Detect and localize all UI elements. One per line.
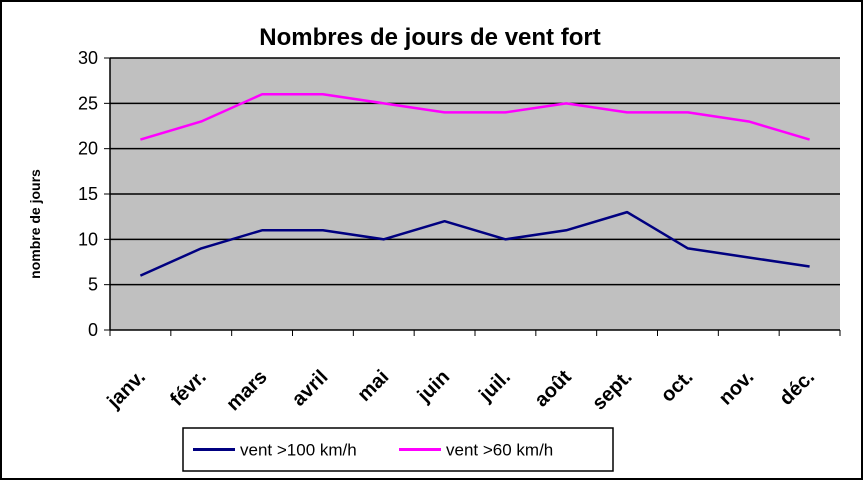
legend-label: vent >100 km/h (240, 441, 357, 460)
x-axis-ticks: janv. févr. mars avril mai juin juil. août sept.… (103, 330, 841, 415)
y-tick-label: 15 (78, 184, 98, 204)
y-tick-label: 10 (78, 229, 98, 249)
x-tick-label: juil. (474, 366, 515, 407)
x-tick-label: déc. (775, 366, 819, 410)
x-tick-label: mai (353, 366, 393, 406)
y-axis-label: nombre de jours (27, 169, 43, 279)
series-lines (139, 93, 810, 277)
x-tick-label: janv. (103, 366, 150, 413)
y-tick-label: 5 (88, 275, 98, 295)
x-tick-label: oct. (657, 366, 698, 407)
y-tick-label: 0 (88, 320, 98, 340)
x-tick-label: févr. (166, 366, 211, 411)
x-tick-label: avril (288, 366, 333, 411)
legend-box (182, 427, 614, 472)
y-axis-ticks: 0 5 10 15 20 25 30 (78, 48, 110, 340)
legend-label: vent >60 km/h (446, 441, 553, 460)
series-line-1 (140, 93, 810, 141)
x-tick-label: sept. (588, 366, 637, 415)
y-tick-label: 30 (78, 48, 98, 68)
y-tick-label: 25 (78, 93, 98, 113)
legend: vent >100 km/h vent >60 km/h (182, 427, 614, 472)
series-line-0 (139, 210, 810, 277)
chart-title: Nombres de jours de vent fort (259, 24, 600, 51)
y-tick-label: 20 (78, 139, 98, 159)
x-tick-label: mars (222, 366, 271, 415)
x-tick-label: nov. (715, 366, 759, 410)
x-tick-label: juin (413, 366, 454, 407)
x-tick-label: août (530, 366, 576, 412)
